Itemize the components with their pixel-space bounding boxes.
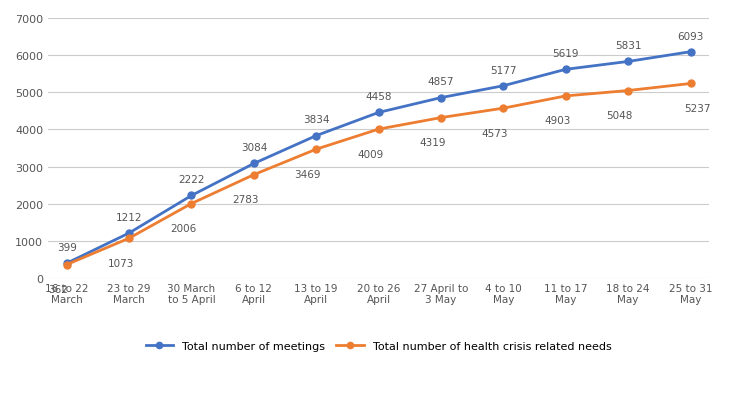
Text: 4009: 4009	[357, 149, 383, 159]
Total number of health crisis related needs	[623, 89, 632, 94]
Text: 1212: 1212	[116, 212, 142, 222]
Total number of meetings	[125, 231, 134, 236]
Text: 5177: 5177	[490, 65, 517, 75]
Total number of meetings	[187, 193, 196, 198]
Text: 4458: 4458	[366, 92, 392, 102]
Total number of health crisis related needs	[437, 116, 445, 121]
Total number of meetings	[250, 162, 258, 166]
Total number of health crisis related needs	[250, 173, 258, 178]
Text: 362: 362	[48, 284, 69, 294]
Total number of health crisis related needs	[686, 82, 695, 87]
Text: 2006: 2006	[170, 223, 196, 234]
Total number of health crisis related needs	[312, 147, 320, 152]
Text: 399: 399	[57, 243, 77, 252]
Text: 4857: 4857	[428, 77, 454, 87]
Total number of health crisis related needs	[374, 127, 383, 132]
Text: 2783: 2783	[232, 195, 258, 204]
Line: Total number of meetings: Total number of meetings	[64, 49, 694, 267]
Text: 1073: 1073	[107, 258, 134, 268]
Total number of meetings	[561, 67, 570, 72]
Text: 2222: 2222	[178, 175, 204, 185]
Total number of meetings	[312, 134, 320, 139]
Text: 4319: 4319	[420, 138, 446, 148]
Total number of health crisis related needs	[499, 106, 508, 111]
Total number of health crisis related needs	[561, 94, 570, 99]
Total number of meetings	[499, 84, 508, 89]
Text: 4903: 4903	[545, 116, 571, 126]
Line: Total number of health crisis related needs: Total number of health crisis related ne…	[64, 81, 694, 268]
Legend: Total number of meetings, Total number of health crisis related needs: Total number of meetings, Total number o…	[141, 336, 616, 356]
Text: 3469: 3469	[295, 169, 321, 179]
Text: 4573: 4573	[482, 128, 508, 138]
Text: 5619: 5619	[553, 49, 579, 59]
Total number of meetings	[686, 50, 695, 55]
Text: 5831: 5831	[615, 41, 642, 51]
Text: 5237: 5237	[684, 104, 711, 114]
Text: 3834: 3834	[303, 115, 329, 125]
Total number of health crisis related needs	[125, 236, 134, 241]
Text: 5048: 5048	[607, 111, 633, 121]
Total number of meetings	[623, 60, 632, 65]
Total number of health crisis related needs	[187, 202, 196, 207]
Text: 3084: 3084	[241, 143, 267, 153]
Total number of meetings	[374, 111, 383, 116]
Total number of health crisis related needs	[62, 263, 71, 267]
Total number of meetings	[437, 96, 445, 101]
Text: 6093: 6093	[677, 31, 704, 41]
Total number of meetings	[62, 261, 71, 266]
